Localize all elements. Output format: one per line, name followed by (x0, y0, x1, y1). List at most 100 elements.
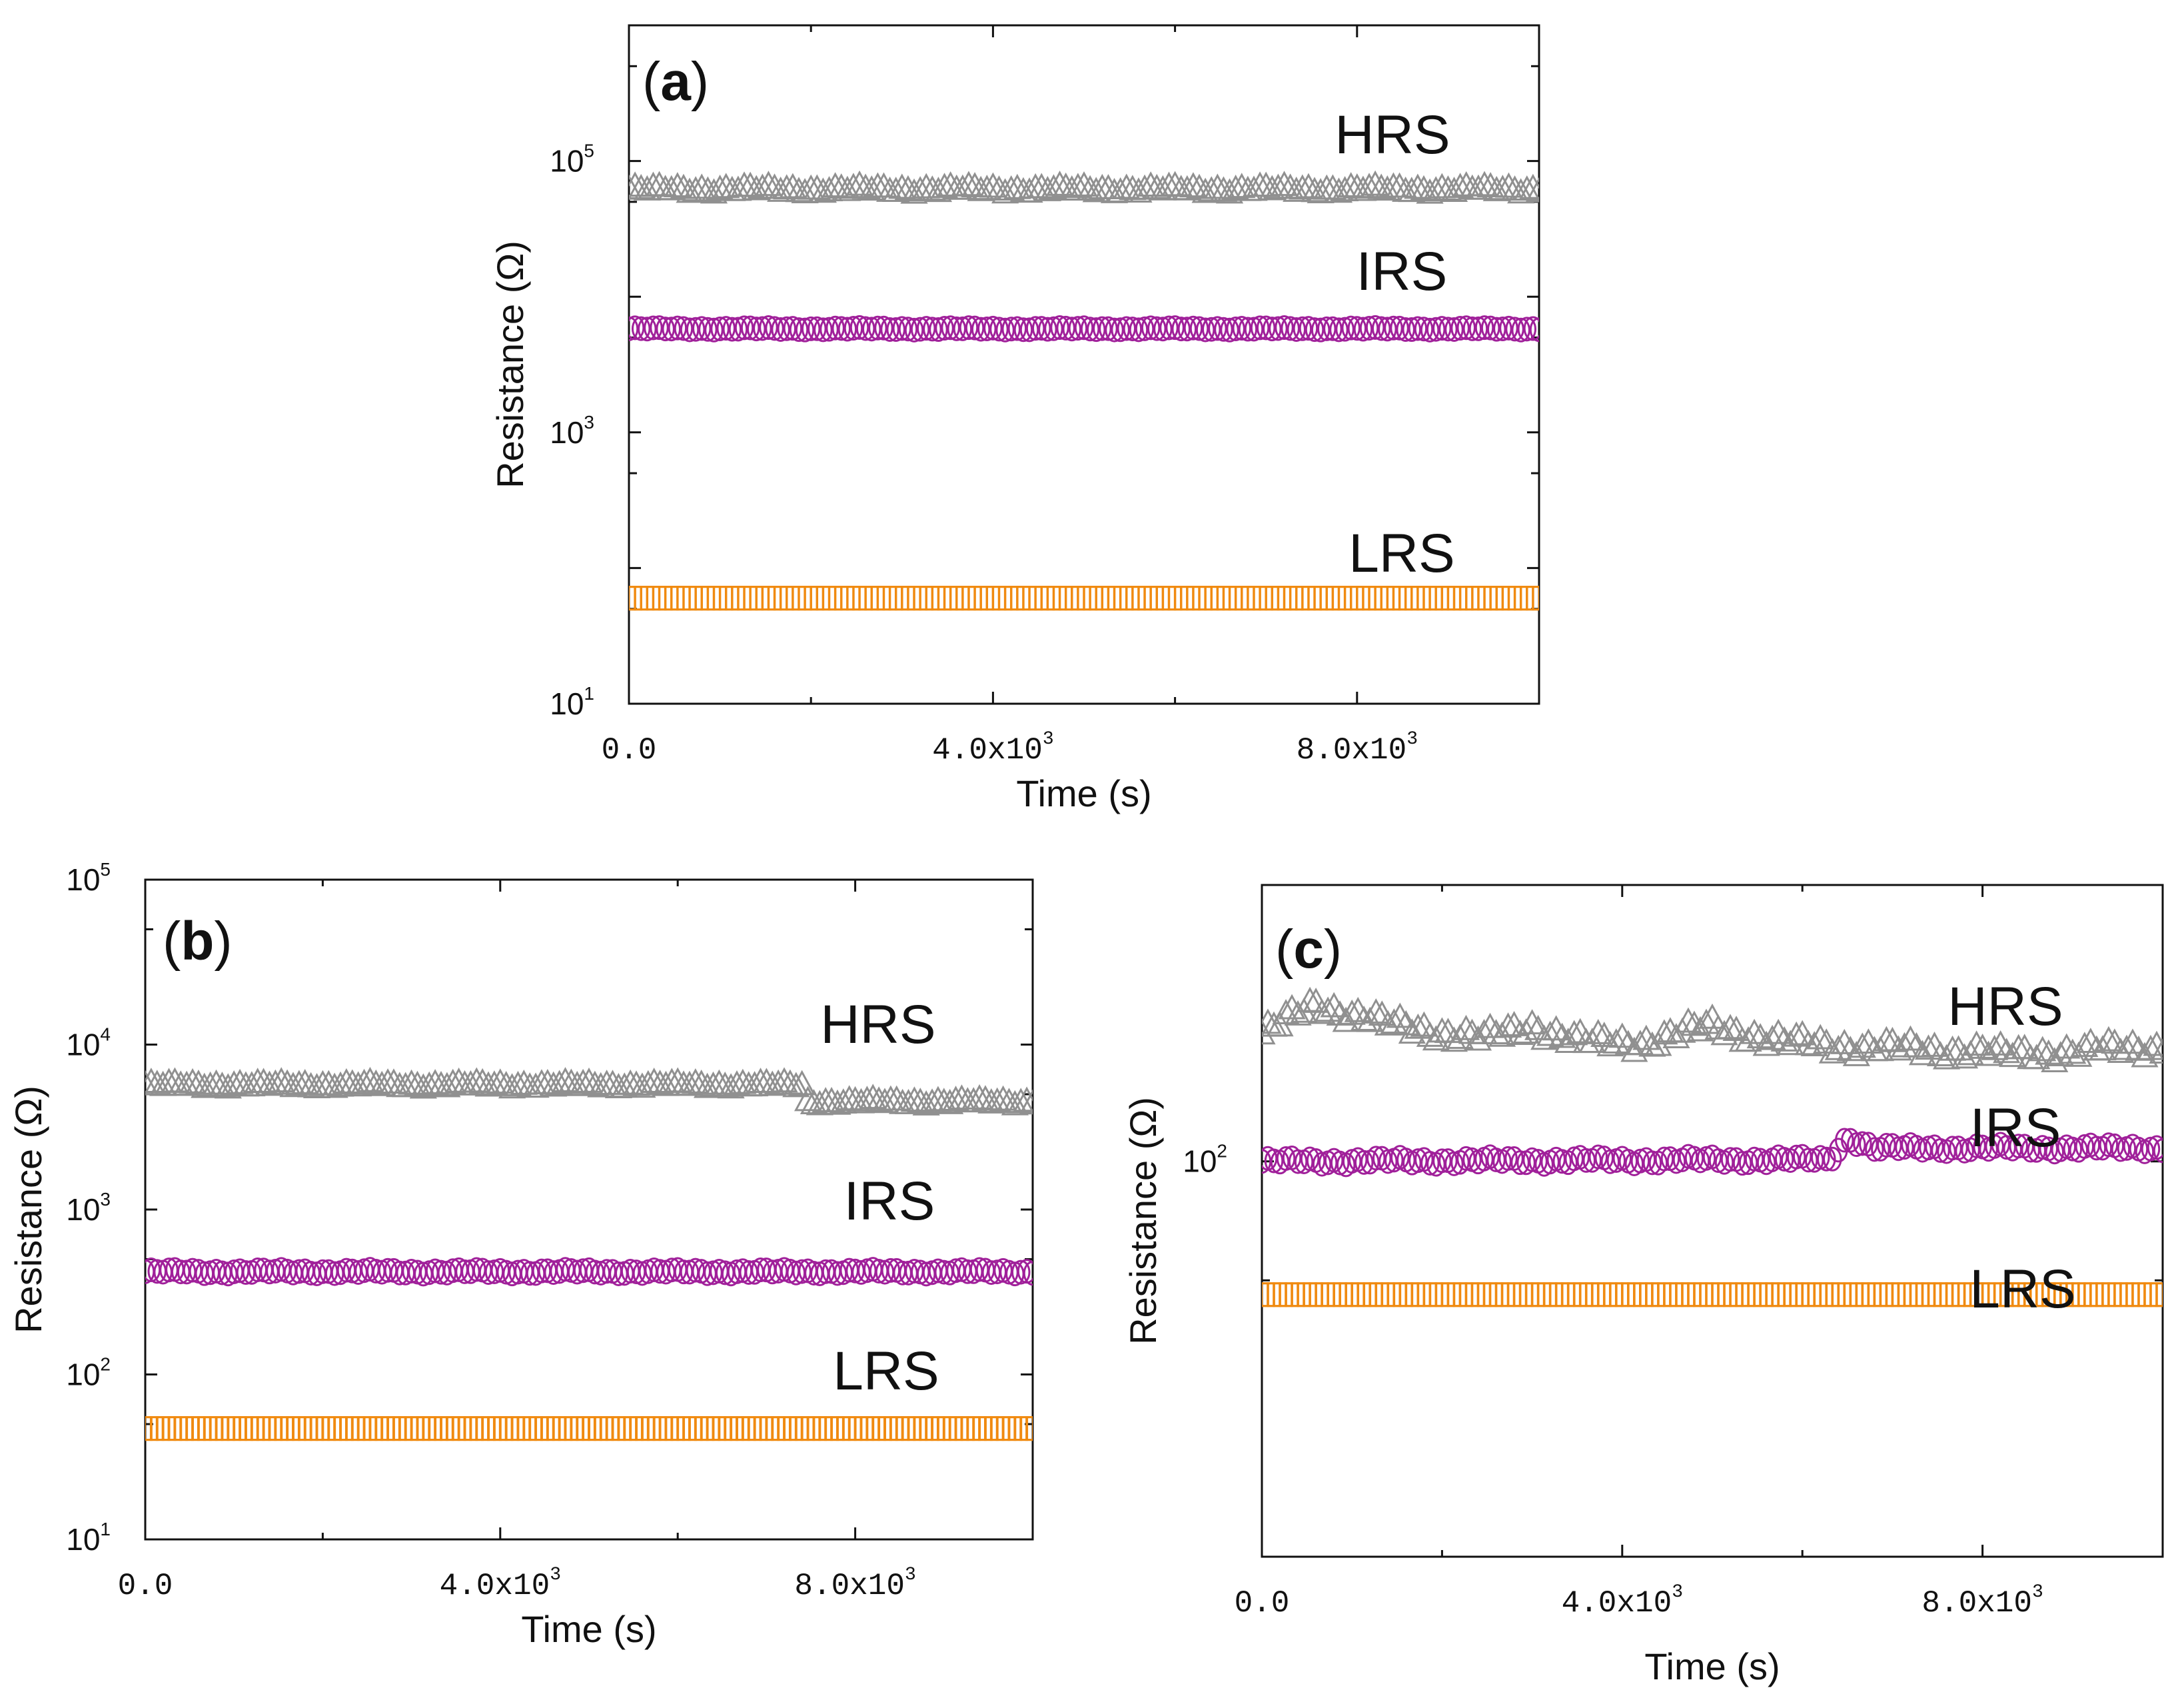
data-point (1926, 1041, 1955, 1067)
data-point (1768, 1144, 1788, 1170)
data-point (645, 171, 674, 197)
data-point (1320, 992, 1348, 1018)
data-point (1015, 177, 1043, 203)
panel-tag-open: ( (1275, 919, 1293, 980)
y-tick-exponent: 2 (100, 1354, 111, 1375)
data-point (2039, 1136, 2059, 1162)
data-point (255, 1070, 284, 1096)
panel-tag-close: ) (691, 51, 709, 112)
data-point (1636, 1147, 1656, 1172)
data-point (1764, 1018, 1792, 1044)
x-tick-label: 4.0x103 (1562, 1582, 1683, 1621)
data-point (1798, 1148, 1818, 1173)
data-point (650, 315, 669, 341)
data-point (1353, 317, 1373, 342)
x-tick-base: 8.0x10 (1921, 1586, 2032, 1621)
data-point (1963, 1030, 1991, 1056)
data-point (923, 317, 942, 342)
data-point (1123, 317, 1143, 342)
data-point (1349, 175, 1377, 201)
data-point (770, 1067, 798, 1093)
x-tick-label: 8.0x103 (1921, 1582, 2043, 1621)
data-point (1201, 317, 1221, 342)
data-point (2051, 1137, 2071, 1162)
data-point (356, 1066, 384, 1092)
panel-tag-close: ) (1324, 919, 1342, 980)
data-point (849, 315, 869, 340)
data-point (989, 1085, 1017, 1111)
data-point (1884, 1035, 1912, 1061)
data-point (1914, 1034, 1943, 1060)
data-point (961, 172, 989, 197)
data-point (1068, 316, 1088, 341)
data-point (1714, 1150, 1734, 1175)
data-point (886, 317, 905, 342)
data-point (1314, 996, 1342, 1022)
data-point (1686, 1016, 1714, 1042)
data-point (1031, 316, 1051, 341)
data-point (1414, 1147, 1434, 1172)
data-point (2155, 1282, 2163, 1307)
data-point (845, 170, 873, 196)
data-point (1074, 315, 1094, 341)
data-point (1262, 1149, 1272, 1174)
x-axis-label: Time (s) (1016, 772, 1151, 814)
state-label-irs: IRS (844, 1171, 935, 1232)
data-point (1967, 1133, 1986, 1158)
data-point (1129, 317, 1149, 343)
data-point (1300, 1146, 1320, 1172)
data-point (777, 316, 797, 341)
data-point (610, 1072, 638, 1098)
data-point (1080, 317, 1100, 342)
x-axis-label: Time (s) (521, 1608, 656, 1650)
data-point (779, 173, 807, 199)
data-point (1161, 171, 1189, 197)
data-point (916, 316, 936, 341)
data-point (1371, 316, 1391, 341)
data-point (1365, 315, 1385, 340)
data-point (1530, 1024, 1558, 1050)
data-point (898, 317, 918, 342)
data-point (1919, 1136, 1938, 1161)
data-point (1612, 1146, 1632, 1171)
data-point (1762, 1147, 1782, 1172)
data-point (1452, 1014, 1480, 1040)
data-point (1949, 1136, 1968, 1161)
data-point (1523, 316, 1539, 341)
data-point (1329, 317, 1349, 343)
data-point (2093, 1136, 2113, 1161)
data-point (1738, 1150, 1758, 1176)
x-tick-base: 0.0 (118, 1569, 173, 1603)
data-point (1374, 1010, 1402, 1036)
data-point (1842, 1040, 1870, 1066)
data-point (1149, 175, 1177, 201)
data-point (1529, 317, 1539, 343)
data-point (2053, 1033, 2081, 1059)
data-point (598, 1070, 627, 1096)
data-point (1408, 316, 1428, 341)
x-tick-base: 4.0x10 (1562, 1586, 1672, 1621)
data-point (1117, 316, 1137, 341)
data-point (1847, 1132, 1866, 1158)
data-point (1510, 1150, 1530, 1176)
data-point (1878, 1026, 1906, 1052)
data-point (1534, 1152, 1554, 1177)
data-point (1596, 1031, 1624, 1057)
data-point (2153, 1138, 2163, 1164)
data-point (1452, 171, 1480, 197)
data-point (1384, 315, 1403, 341)
data-point (1070, 171, 1098, 197)
data-point (2137, 1034, 2163, 1060)
data-point (1434, 175, 1462, 201)
data-point (1438, 317, 1458, 342)
data-point (855, 316, 875, 341)
data-point (1943, 1136, 1962, 1161)
data-point (638, 317, 657, 342)
data-point (1823, 1146, 1842, 1172)
x-tick-exponent: 3 (1043, 729, 1054, 750)
data-point (202, 1069, 231, 1095)
data-point (1019, 317, 1039, 343)
data-point (900, 1086, 928, 1112)
data-point (1618, 1148, 1638, 1174)
